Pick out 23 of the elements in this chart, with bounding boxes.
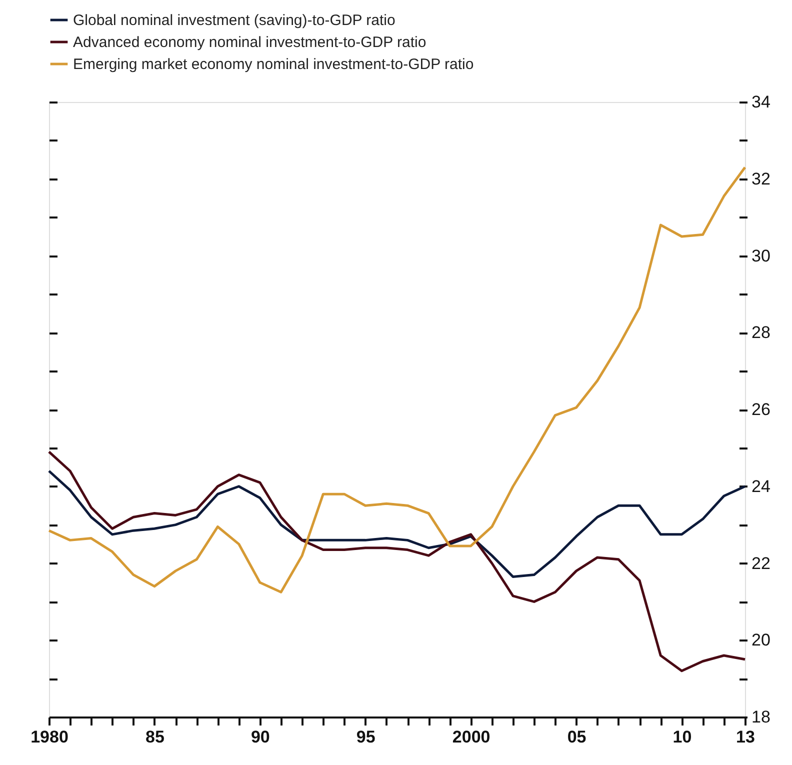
y-tick-label: 34 (752, 92, 770, 112)
x-tick-label: 1980 (30, 728, 68, 746)
y-tick-label: 22 (752, 554, 770, 573)
legend-label: Emerging market economy nominal investment-to-GDP ratio (73, 56, 474, 73)
x-tick-label: 90 (250, 728, 270, 746)
y-tick-label: 28 (752, 323, 770, 342)
y-tick-label: 32 (752, 169, 770, 188)
y-tick-label: 18 (752, 708, 770, 726)
x-tick-label: 95 (356, 728, 376, 746)
line-series (48, 470, 746, 578)
y-tick-label: 20 (752, 630, 770, 650)
y-tick-label: 24 (752, 476, 770, 496)
y-tick-label: 30 (752, 246, 770, 266)
y-tick-label: 26 (752, 400, 770, 419)
x-tick-label: 13 (736, 728, 755, 746)
line-series (48, 166, 746, 594)
line-series (48, 450, 746, 672)
x-tick-label: 05 (567, 728, 586, 746)
x-tick-label: 10 (672, 728, 692, 746)
legend-label: Advanced economy nominal investment-to-GDP ratio (73, 34, 426, 51)
legend-label: Global nominal investment (saving)-to-GDP ratio (73, 12, 396, 29)
x-tick-label: 2000 (452, 728, 490, 746)
x-tick-label: 85 (145, 728, 164, 746)
